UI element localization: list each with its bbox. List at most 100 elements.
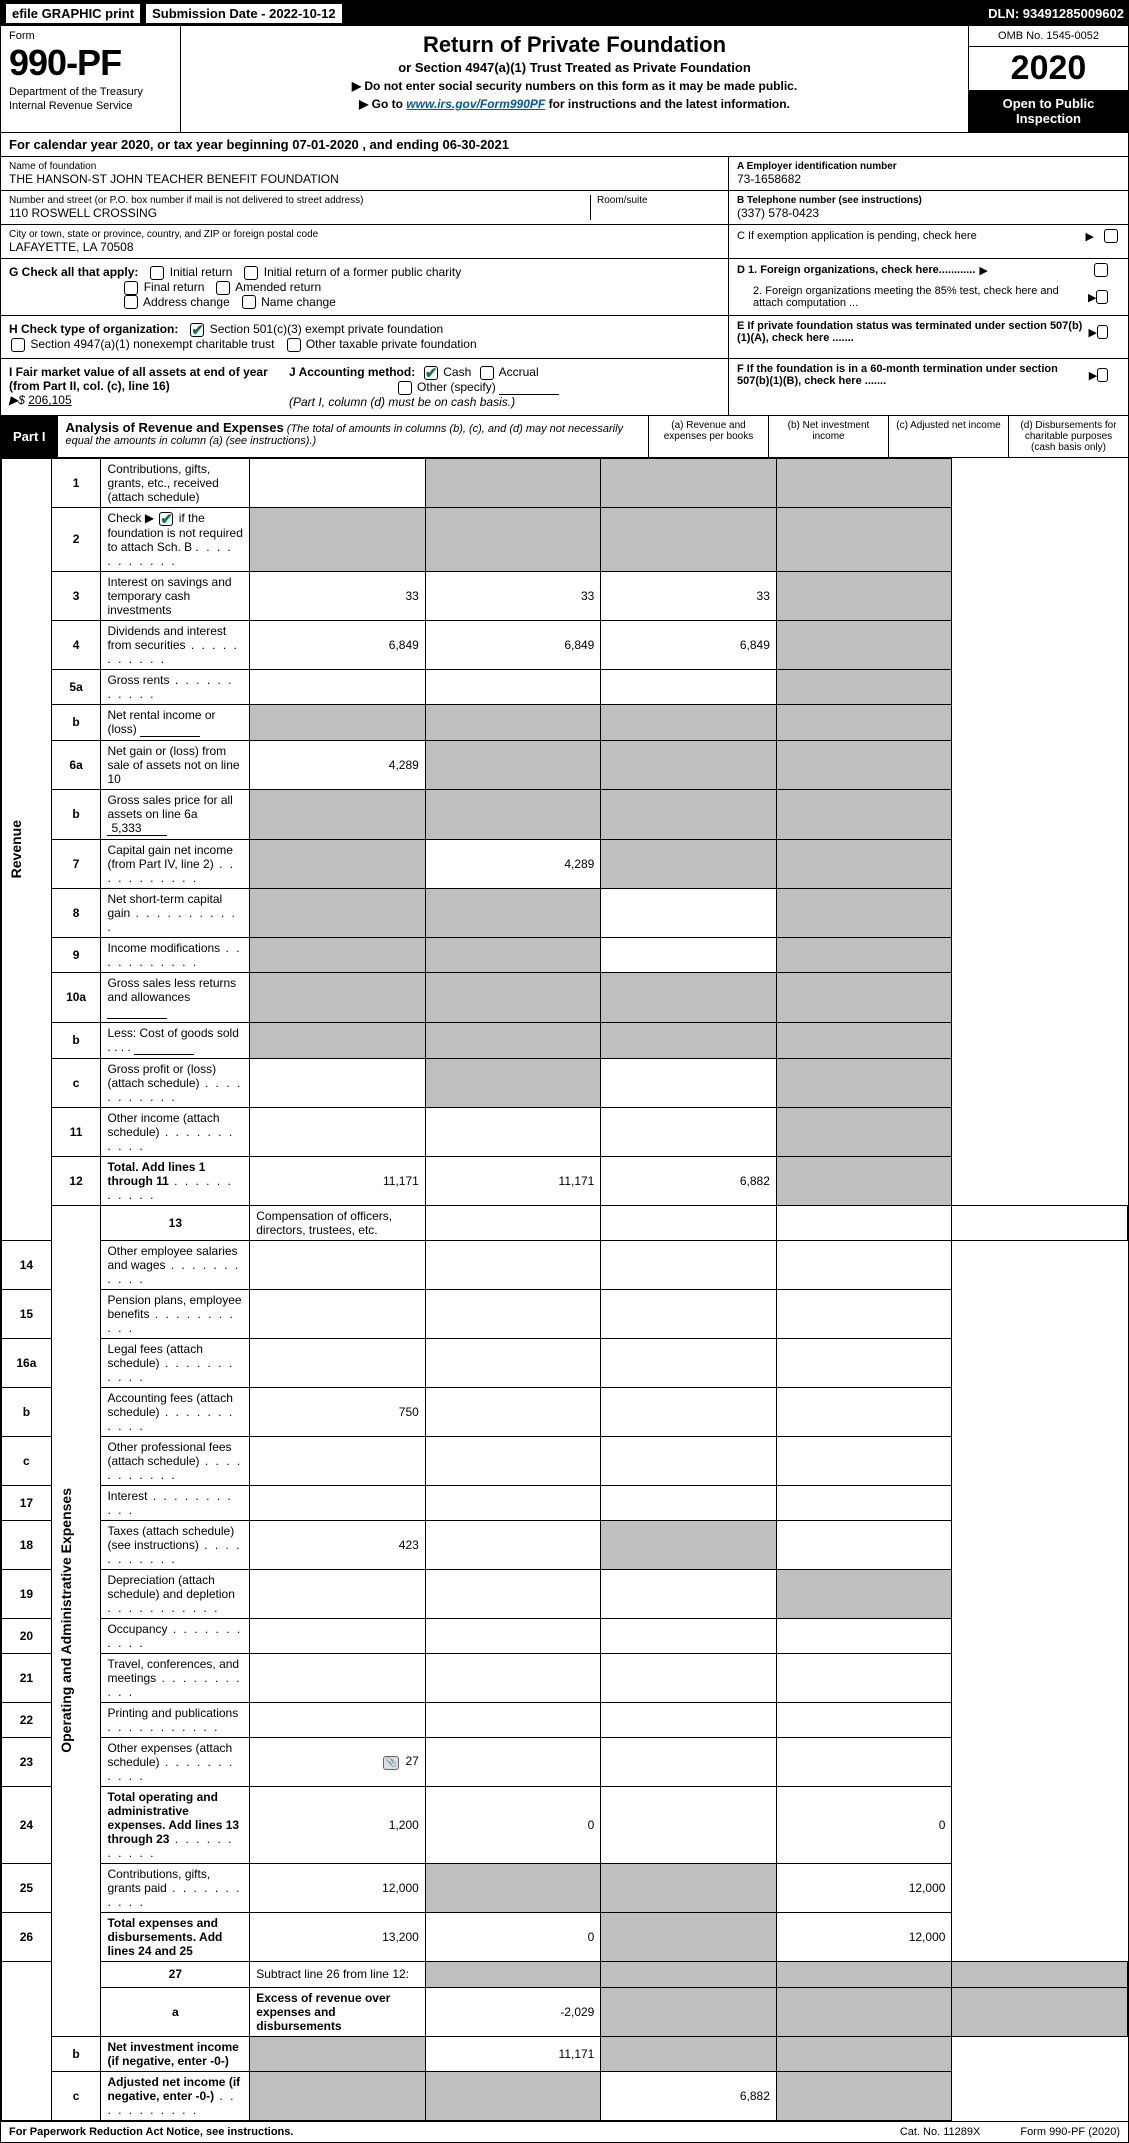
l2-checkbox[interactable] [159, 512, 173, 526]
g-block: G Check all that apply: Initial return I… [1, 259, 728, 315]
g-o3: Final return [144, 280, 205, 294]
l7-b: 4,289 [425, 839, 601, 888]
inst1: ▶ Do not enter social security numbers o… [191, 79, 958, 93]
d1-label: D 1. Foreign organizations, check here..… [737, 264, 975, 276]
identity-block: Name of foundation THE HANSON-ST JOHN TE… [1, 157, 1128, 259]
l26-desc: Total expenses and disbursements. Add li… [107, 1916, 222, 1958]
h-label: H Check type of organization: [9, 322, 178, 336]
g-final-return-checkbox[interactable] [124, 281, 138, 295]
i-label: I Fair market value of all assets at end… [9, 365, 268, 393]
h-other-taxable-checkbox[interactable] [287, 338, 301, 352]
line-21: 21Travel, conferences, and meetings [2, 1653, 1128, 1702]
addr-label: Number and street (or P.O. box number if… [9, 195, 590, 206]
line-16c: cOther professional fees (attach schedul… [2, 1436, 1128, 1485]
phone-label: B Telephone number (see instructions) [737, 195, 1120, 206]
l5a-desc: Gross rents [107, 673, 169, 687]
f-label: F If the foundation is in a 60-month ter… [737, 363, 1085, 387]
g-amended-checkbox[interactable] [216, 281, 230, 295]
g-address-change-checkbox[interactable] [124, 295, 138, 309]
g-o2: Initial return of a former public charit… [264, 265, 461, 279]
l25-a: 12,000 [250, 1863, 426, 1912]
line-10a: 10aGross sales less returns and allowanc… [2, 972, 1128, 1022]
l27-desc: Subtract line 26 from line 12: [250, 1961, 426, 1987]
line-18: 18Taxes (attach schedule) (see instructi… [2, 1520, 1128, 1569]
l27a-a: -2,029 [425, 1987, 601, 2036]
row-he: H Check type of organization: Section 50… [1, 316, 1128, 359]
l4-b: 6,849 [425, 620, 601, 669]
foundation-name-cell: Name of foundation THE HANSON-ST JOHN TE… [1, 157, 728, 191]
f-block: F If the foundation is in a 60-month ter… [728, 359, 1128, 415]
l20-desc: Occupancy [107, 1622, 167, 1636]
g-name-change-checkbox[interactable] [242, 295, 256, 309]
l6b-desc: Gross sales price for all assets on line… [107, 793, 232, 821]
calendar-year-line: For calendar year 2020, or tax year begi… [1, 133, 1128, 157]
l12-c: 6,882 [601, 1156, 777, 1205]
h-501c3-checkbox[interactable] [190, 323, 204, 337]
j-other-checkbox[interactable] [398, 381, 412, 395]
line-27: 27Subtract line 26 from line 12: [2, 1961, 1128, 1987]
l1-desc: Contributions, gifts, grants, etc., rece… [101, 458, 250, 507]
part1-title: Analysis of Revenue and Expenses [66, 420, 284, 435]
ein-label: A Employer identification number [737, 161, 1120, 172]
h-o3: Other taxable private foundation [306, 337, 477, 351]
tax-year: 2020 [969, 47, 1128, 90]
l2-desc: Check ▶ if the foundation is not require… [101, 507, 250, 571]
col-d-hdr: (d) Disbursements for charitable purpose… [1008, 416, 1128, 457]
j-block: J Accounting method: Cash Accrual Other … [289, 365, 559, 409]
irs: Internal Revenue Service [9, 100, 172, 112]
h-4947-checkbox[interactable] [11, 338, 25, 352]
dept: Department of the Treasury [9, 86, 172, 98]
header-mid: Return of Private Foundation or Section … [181, 26, 968, 132]
line-22: 22Printing and publications [2, 1702, 1128, 1737]
part1-header: Part I Analysis of Revenue and Expenses … [1, 416, 1128, 458]
l3-b: 33 [425, 571, 601, 620]
form990pf-link[interactable]: www.irs.gov/Form990PF [406, 97, 545, 111]
l10a-desc: Gross sales less returns and allowances [107, 976, 236, 1004]
d2-label: 2. Foreign organizations meeting the 85%… [737, 285, 1084, 309]
l26-a: 13,200 [250, 1912, 426, 1961]
line-10b: bLess: Cost of goods sold . . . . [2, 1022, 1128, 1058]
city-cell: City or town, state or province, country… [1, 225, 728, 258]
d1-checkbox[interactable] [1094, 263, 1108, 277]
l23-a-val: 27 [405, 1754, 418, 1768]
d2-checkbox[interactable] [1096, 290, 1108, 304]
l6a-a: 4,289 [250, 740, 426, 789]
j-cash-checkbox[interactable] [424, 366, 438, 380]
phone-cell: B Telephone number (see instructions) (3… [729, 191, 1128, 225]
j-accrual-checkbox[interactable] [480, 366, 494, 380]
l25-d: 12,000 [776, 1863, 952, 1912]
g-initial-former-checkbox[interactable] [244, 266, 258, 280]
l6b-val: 5,333 [107, 821, 167, 836]
column-headers: (a) Revenue and expenses per books (b) N… [648, 416, 1128, 457]
col-c-hdr: (c) Adjusted net income [888, 416, 1008, 457]
d-block: D 1. Foreign organizations, check here..… [728, 259, 1128, 315]
l9-desc: Income modifications [107, 941, 220, 955]
line-5b: bNet rental income or (loss) [2, 704, 1128, 740]
line-8: 8Net short-term capital gain [2, 888, 1128, 937]
g-o6: Name change [261, 295, 336, 309]
c-label: C If exemption application is pending, c… [737, 230, 977, 242]
topbar: efile GRAPHIC print Submission Date - 20… [1, 1, 1128, 26]
form-word: Form [9, 30, 172, 42]
line-27c: cAdjusted net income (if negative, enter… [2, 2071, 1128, 2120]
g-initial-return-checkbox[interactable] [150, 266, 164, 280]
c-cell: C If exemption application is pending, c… [729, 225, 1128, 247]
line-11: 11Other income (attach schedule) [2, 1107, 1128, 1156]
l2-pre: Check ▶ [107, 511, 157, 525]
line-10c: cGross profit or (loss) (attach schedule… [2, 1058, 1128, 1107]
address-cell: Number and street (or P.O. box number if… [1, 191, 728, 225]
schedule-icon[interactable]: 📎 [383, 1756, 399, 1770]
header-right: OMB No. 1545-0052 2020 Open to Public In… [968, 26, 1128, 132]
fmv-value: 206,105 [28, 393, 71, 407]
e-checkbox[interactable] [1097, 325, 1108, 339]
col-b-hdr: (b) Net investment income [768, 416, 888, 457]
l4-c: 6,849 [601, 620, 777, 669]
f-checkbox[interactable] [1097, 368, 1108, 382]
line-12: 12Total. Add lines 1 through 11 11,171 1… [2, 1156, 1128, 1205]
line-13: Operating and Administrative Expenses 13… [2, 1205, 1128, 1240]
l18-a: 423 [250, 1520, 426, 1569]
l3-c: 33 [601, 571, 777, 620]
l10b-desc: Less: Cost of goods sold [107, 1026, 238, 1040]
form-title: Return of Private Foundation [191, 32, 958, 58]
c-checkbox[interactable] [1104, 229, 1118, 243]
